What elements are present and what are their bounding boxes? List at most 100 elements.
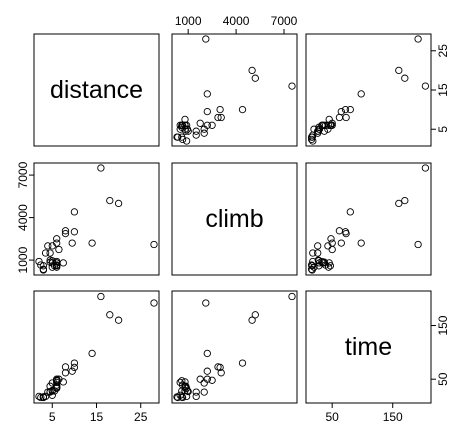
climb-top-tick-label: 7000 (271, 14, 298, 28)
point-time-climb-6 (288, 292, 296, 301)
point-climb-time-28 (328, 245, 336, 254)
diag-label-climb: climb (205, 205, 263, 233)
point-climb-distance-34 (114, 199, 123, 208)
point-climb-time-4 (335, 227, 344, 235)
point-time-climb-14 (192, 388, 200, 396)
point-time-climb-12 (203, 367, 211, 375)
point-distance-climb-22 (203, 121, 211, 129)
point-distance-climb-1 (208, 121, 216, 129)
point-climb-distance-3 (59, 259, 67, 267)
point-distance-time-32 (401, 74, 409, 82)
point-climb-distance-24 (39, 262, 48, 270)
point-time-climb-32 (251, 311, 259, 319)
point-time-distance-10 (150, 299, 158, 307)
point-distance-time-6 (421, 82, 430, 90)
climb-top-tick-label: 1000 (175, 14, 202, 28)
point-time-distance-27 (48, 387, 56, 395)
point-climb-time-21 (309, 249, 317, 257)
point-distance-climb-15 (216, 105, 224, 114)
point-climb-time-16 (357, 239, 365, 247)
point-climb-distance-5 (61, 229, 70, 238)
point-distance-climb-30 (238, 105, 247, 114)
climb-left-tick-label: 7000 (16, 161, 30, 188)
diag-label-distance: distance (50, 76, 143, 104)
point-climb-distance-30 (70, 208, 79, 216)
panel-climb-climb (171, 162, 298, 276)
point-climb-distance-14 (46, 249, 54, 257)
climb-top-tick-label: 4000 (223, 14, 250, 28)
point-distance-time-24 (308, 133, 316, 141)
point-distance-climb-20 (173, 133, 181, 141)
point-time-climb-29 (176, 391, 184, 399)
point-climb-distance-16 (88, 239, 96, 247)
point-distance-climb-10 (202, 35, 210, 43)
point-time-distance-24 (39, 393, 48, 401)
point-distance-time-33 (320, 127, 328, 135)
point-climb-distance-32 (106, 196, 114, 205)
axis-layer: 5 15 25 1000 4000 7000 1000 4000 7000 50 150 50 150 5… (16, 14, 450, 424)
point-time-climb-27 (183, 387, 192, 395)
point-time-distance-0 (37, 393, 45, 402)
time-right-tick-label: 50 (436, 372, 450, 386)
point-distance-climb-31 (178, 121, 186, 129)
point-climb-distance-12 (68, 239, 76, 247)
point-distance-climb-16 (203, 90, 211, 98)
point-time-climb-10 (202, 299, 210, 307)
point-climb-distance-31 (53, 262, 61, 270)
point-time-distance-30 (70, 359, 79, 367)
point-distance-climb-25 (200, 129, 208, 137)
point-climb-time-12 (337, 239, 345, 247)
distance-bottom-tick-label: 5 (49, 410, 56, 424)
point-distance-climb-23 (182, 137, 191, 145)
point-climb-distance-23 (35, 257, 43, 266)
point-time-distance-29 (48, 391, 56, 399)
point-distance-time-10 (414, 35, 422, 43)
diag-label-time: time (345, 333, 392, 361)
point-climb-time-34 (395, 199, 403, 208)
time-right-tick-label: 150 (436, 315, 450, 335)
point-climb-time-30 (346, 208, 354, 216)
panel-time-climb (171, 290, 298, 404)
point-time-distance-32 (106, 311, 114, 319)
point-distance-climb-34 (248, 66, 256, 75)
point-time-climb-28 (196, 375, 204, 383)
point-time-distance-31 (53, 377, 61, 385)
point-time-climb-1 (208, 376, 216, 384)
point-distance-time-4 (335, 113, 344, 122)
point-climb-distance-10 (150, 240, 158, 249)
point-climb-time-1 (327, 235, 335, 243)
point-distance-time-29 (310, 125, 318, 133)
point-climb-time-0 (307, 261, 316, 269)
point-climb-distance-4 (61, 227, 70, 235)
point-climb-distance-21 (41, 249, 50, 257)
point-climb-distance-28 (55, 245, 63, 254)
point-distance-climb-33 (182, 127, 190, 135)
point-distance-climb-3 (181, 115, 189, 124)
point-distance-time-11 (324, 125, 332, 133)
point-time-climb-25 (200, 388, 208, 396)
distance-bottom-tick-label: 15 (90, 410, 104, 424)
point-time-climb-34 (248, 316, 256, 324)
point-distance-time-22 (328, 121, 336, 129)
point-time-distance-33 (46, 382, 54, 390)
point-distance-climb-32 (251, 74, 259, 82)
point-time-climb-22 (203, 375, 211, 383)
point-time-climb-31 (178, 377, 186, 385)
distance-right-tick-label: 15 (436, 83, 450, 97)
point-climb-distance-6 (97, 164, 105, 172)
point-time-climb-15 (216, 363, 224, 372)
point-climb-distance-20 (39, 266, 48, 274)
point-distance-climb-5 (214, 113, 222, 122)
diagonal-labels: distance climb time (50, 76, 392, 361)
point-time-distance-12 (68, 367, 76, 375)
point-time-climb-16 (203, 349, 211, 358)
point-time-distance-5 (61, 363, 70, 371)
point-climb-time-31 (326, 262, 335, 270)
point-time-distance-15 (70, 363, 79, 372)
point-climb-time-14 (314, 249, 322, 257)
point-time-climb-17 (174, 393, 182, 402)
point-time-distance-23 (35, 392, 43, 401)
point-distance-time-34 (395, 66, 403, 75)
point-layer (35, 35, 430, 402)
